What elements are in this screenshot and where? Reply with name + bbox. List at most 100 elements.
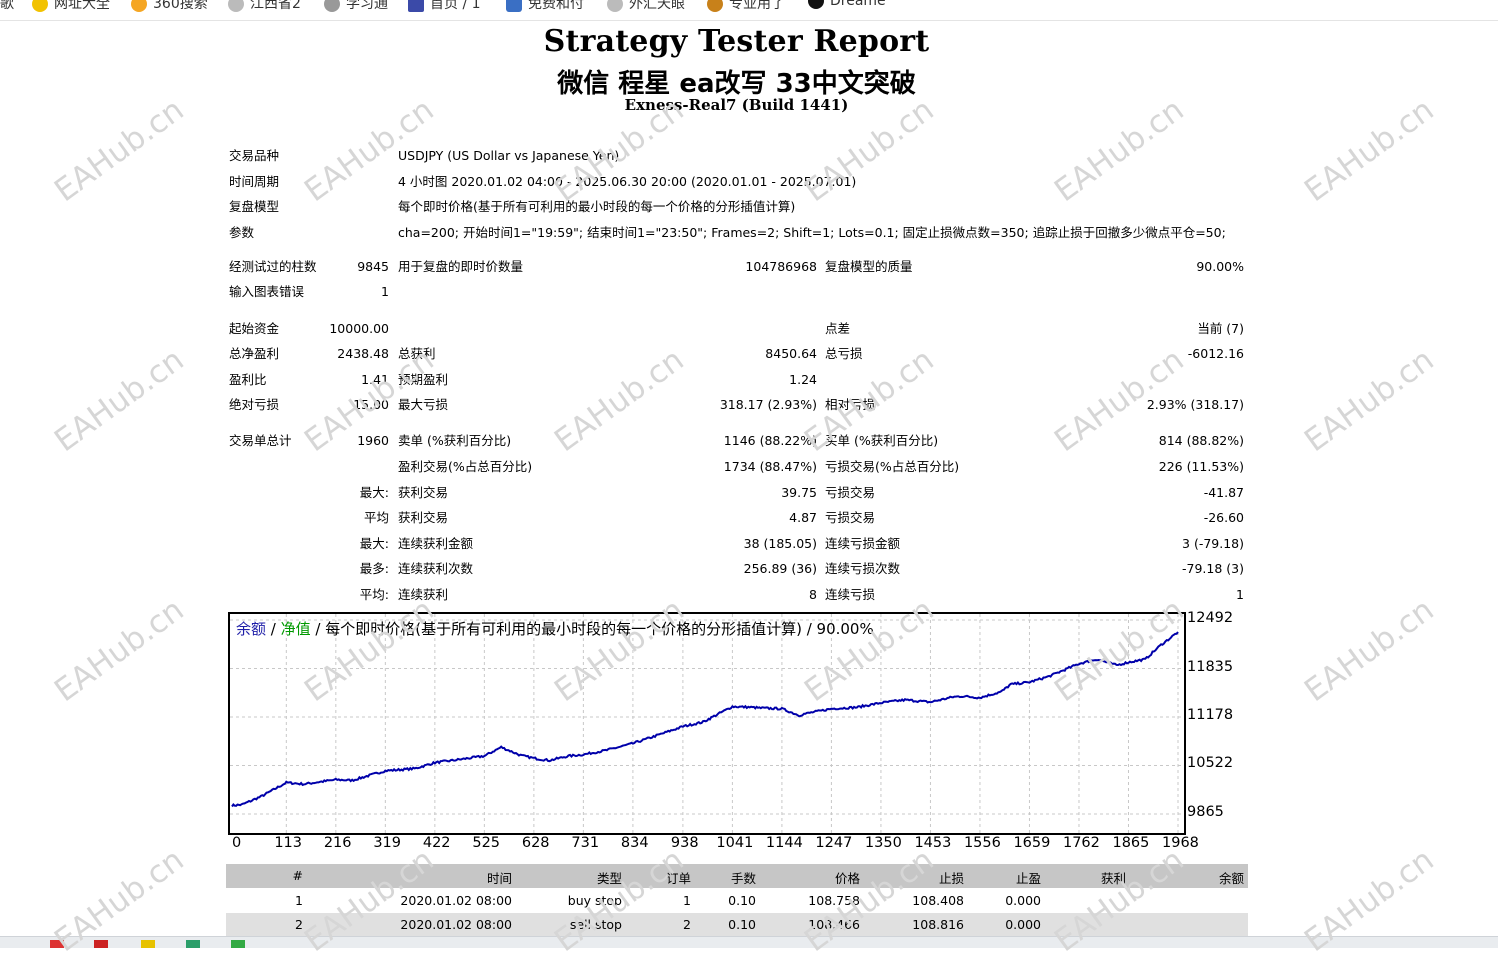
avg-prefix: 平均 <box>363 510 389 525</box>
avgcons-wins-label: 连续获利 <box>398 587 449 602</box>
reldd-label: 相对亏损 <box>825 397 876 412</box>
table-row: 2 2020.01.02 08:00 sell stop 2 0.10 108.… <box>226 913 1248 937</box>
y-tick-label: 10522 <box>1187 755 1234 772</box>
report-title: Strategy Tester Report <box>543 24 930 59</box>
x-tick-label: 628 <box>521 835 550 851</box>
pf-label: 盈利比 <box>229 372 267 387</box>
total-value: 1960 <box>357 433 389 448</box>
row-order: 2 <box>683 917 691 932</box>
bookmarks-bar: 歌 网址大全 360搜索 江西省2 学习通 首页 / 1 免费和付 外汇天眼 专… <box>0 0 1498 21</box>
search-icon <box>131 0 147 12</box>
absdd-label: 绝对亏损 <box>229 397 280 412</box>
bookmark-3[interactable]: 江西省2 <box>228 0 301 13</box>
taskbar-app-icon[interactable] <box>231 940 245 948</box>
legend-balance: 余额 <box>236 620 267 638</box>
bookmark-6[interactable]: 免费和付 <box>506 0 584 13</box>
x-tick-label: 113 <box>274 835 302 851</box>
ticks-label: 用于复盘的即时价数量 <box>398 259 524 274</box>
y-tick-label: 9865 <box>1187 804 1224 820</box>
row-tp: 0.000 <box>1005 917 1041 932</box>
x-tick-label: 938 <box>670 835 699 851</box>
most-profit-value: 256.89 (36) <box>743 561 817 576</box>
largest-profit-label: 获利交易 <box>398 485 449 500</box>
largest-prefix: 最大: <box>359 485 389 500</box>
legend-sep-1: / <box>266 620 281 638</box>
largest-profit-value: 39.75 <box>781 485 817 500</box>
profit-trades-label: 盈利交易(%占总百分比) <box>398 459 533 474</box>
bookmark-5[interactable]: 首页 / 1 <box>408 0 481 13</box>
profit-trades-value: 1734 (88.47%) <box>723 459 817 474</box>
model-value: 每个即时价格(基于所有可利用的最小时段的每一个价格的分形插值计算) <box>398 199 796 214</box>
bookmark-1[interactable]: 网址大全 <box>32 0 110 13</box>
y-tick-label: 11835 <box>1187 658 1234 675</box>
dollar-icon <box>506 0 522 12</box>
row-lots: 0.10 <box>728 893 756 908</box>
eye-icon <box>607 0 623 12</box>
maxcons-prefix: 最大: <box>359 536 389 551</box>
row-tp: 0.000 <box>1005 893 1041 908</box>
legend-equity: 净值 <box>280 620 311 638</box>
col-tp: 止盈 <box>1015 871 1041 886</box>
bookmark-4[interactable]: 学习通 <box>324 0 388 13</box>
long-value: 814 (88.82%) <box>1158 433 1244 448</box>
row-type: buy stop <box>567 893 622 908</box>
maxcons-losses-value: 3 (-79.18) <box>1182 536 1244 551</box>
row-price: 108.466 <box>808 917 860 932</box>
taskbar-app-icon[interactable] <box>94 940 108 948</box>
payoff-value: 1.24 <box>789 372 817 387</box>
table-row: 1 2020.01.02 08:00 buy stop 1 0.10 108.7… <box>226 889 1248 913</box>
errors-value: 1 <box>381 284 389 299</box>
row-num: 2 <box>295 917 303 932</box>
loss-trades-value: 226 (11.53%) <box>1158 459 1244 474</box>
most-loss-value: -79.18 (3) <box>1182 561 1244 576</box>
col-order: 订单 <box>665 871 691 886</box>
bookmark-8[interactable]: 专业用了 <box>707 0 785 13</box>
x-tick-label: 216 <box>323 835 352 851</box>
row-order: 1 <box>683 893 691 908</box>
balance-line <box>231 631 1179 808</box>
watermark-text: EAHub.cn <box>48 591 191 710</box>
bookmark-9[interactable]: Dreame <box>808 0 886 9</box>
taskbar-app-icon[interactable] <box>141 940 155 948</box>
maxdd-label: 最大亏损 <box>398 397 449 412</box>
watermark-text: EAHub.cn <box>1298 341 1441 460</box>
taskbar-app-icon[interactable] <box>50 940 64 948</box>
avgcons-losses-label: 连续亏损 <box>825 587 876 602</box>
row-time: 2020.01.02 08:00 <box>400 893 512 908</box>
quality-value: 90.00% <box>1196 259 1244 274</box>
reldd-value: 2.93% (318.17) <box>1146 397 1244 412</box>
legend-quality: 90.00% <box>816 620 874 638</box>
x-tick-label: 834 <box>620 835 649 851</box>
bookmark-0[interactable]: 歌 <box>0 0 14 12</box>
netprofit-value: 2438.48 <box>337 346 389 361</box>
bookmark-7[interactable]: 外汇天眼 <box>607 0 685 13</box>
spread-label: 点差 <box>825 321 851 336</box>
taskbar-app-icon[interactable] <box>186 940 200 948</box>
avg-profit-label: 获利交易 <box>398 510 449 525</box>
maxcons-wins-value: 38 (185.05) <box>743 536 817 551</box>
period-value: 4 小时图 2020.01.02 04:00 - 2025.06.30 20:0… <box>398 174 857 189</box>
absdd-value: 15.00 <box>353 397 389 412</box>
bars-label: 经测试过的柱数 <box>229 259 317 274</box>
grossprofit-label: 总获利 <box>398 346 436 361</box>
x-tick-label: 1041 <box>716 835 754 851</box>
home-icon <box>408 0 424 12</box>
bookmark-2[interactable]: 360搜索 <box>131 0 208 13</box>
legend-model: 每个即时价格(基于所有可利用的最小时段的每一个价格的分形插值计算) <box>325 620 802 638</box>
period-label: 时间周期 <box>229 174 280 189</box>
x-tick-label: 1453 <box>914 835 952 851</box>
loss-trades-label: 亏损交易(%占总百分比) <box>825 459 960 474</box>
grossloss-value: -6012.16 <box>1187 346 1244 361</box>
x-tick-label: 1144 <box>765 835 803 851</box>
x-tick-label: 1350 <box>864 835 902 851</box>
x-tick-label: 422 <box>422 835 451 851</box>
balance-chart-plot <box>230 614 1184 833</box>
watermark-text: EAHub.cn <box>1298 591 1441 710</box>
row-num: 1 <box>295 893 303 908</box>
grossprofit-value: 8450.64 <box>765 346 817 361</box>
bars-value: 9845 <box>357 259 389 274</box>
spread-value: 当前 (7) <box>1197 321 1244 336</box>
most-loss-label: 连续亏损次数 <box>825 561 901 576</box>
taskbar <box>0 936 1498 948</box>
col-time: 时间 <box>486 871 512 886</box>
